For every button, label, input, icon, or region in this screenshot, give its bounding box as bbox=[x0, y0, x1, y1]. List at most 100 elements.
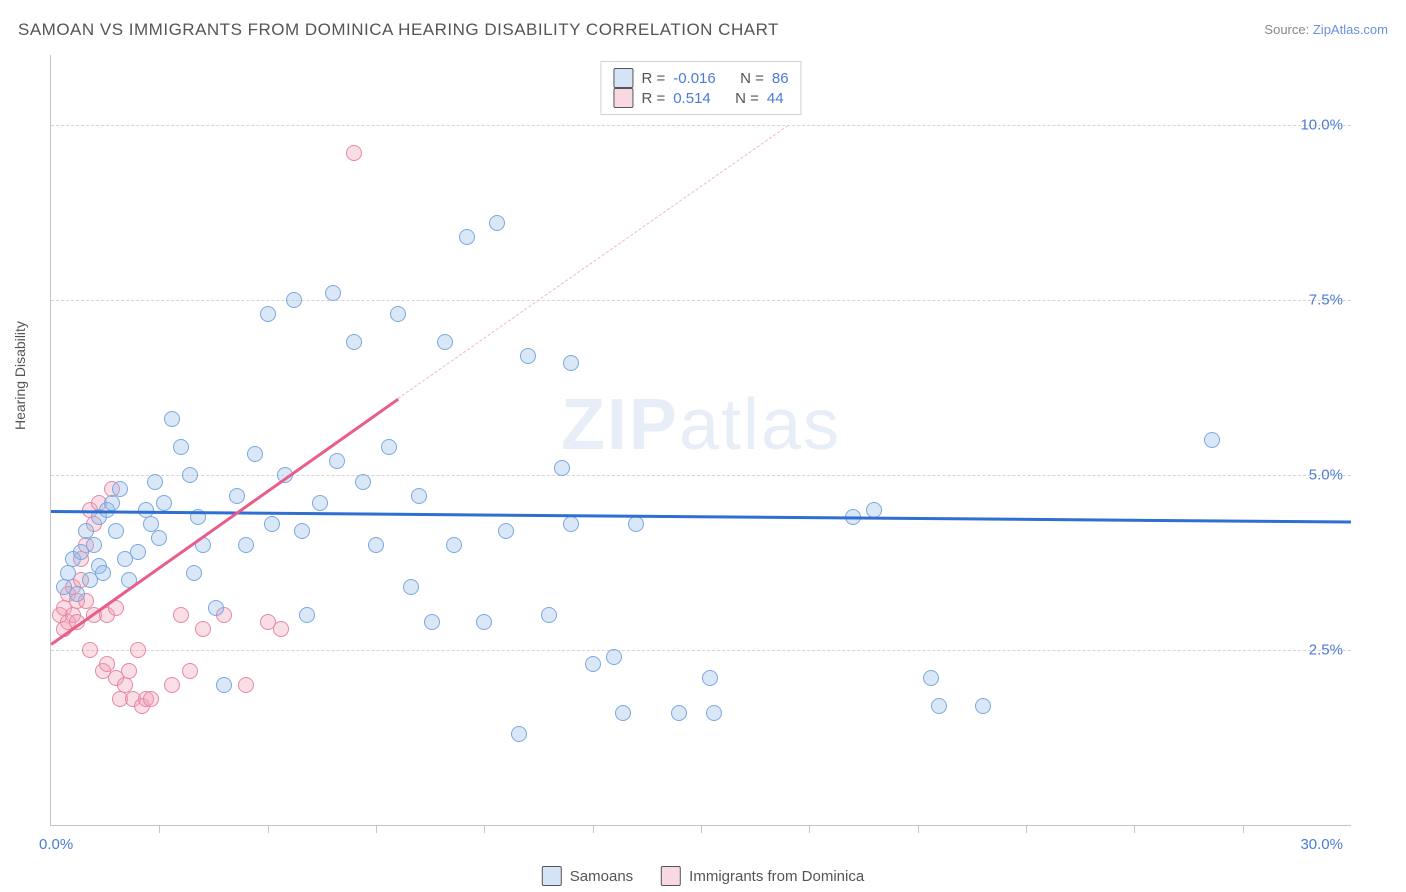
data-point bbox=[446, 537, 462, 553]
trend-line bbox=[51, 510, 1351, 523]
y-tick-label: 2.5% bbox=[1309, 642, 1343, 659]
data-point bbox=[173, 439, 189, 455]
legend-item-samoans: Samoans bbox=[542, 866, 633, 886]
x-axis-min-label: 0.0% bbox=[39, 836, 73, 853]
swatch-samoans-icon bbox=[542, 866, 562, 886]
y-tick-label: 7.5% bbox=[1309, 292, 1343, 309]
y-tick-label: 10.0% bbox=[1300, 117, 1343, 134]
data-point bbox=[238, 677, 254, 693]
data-point bbox=[151, 530, 167, 546]
data-point bbox=[615, 705, 631, 721]
data-point bbox=[702, 670, 718, 686]
data-point bbox=[121, 663, 137, 679]
data-point bbox=[112, 481, 128, 497]
data-point bbox=[346, 145, 362, 161]
data-point bbox=[355, 474, 371, 490]
swatch-dominica-icon bbox=[613, 88, 633, 108]
x-tick bbox=[918, 825, 919, 833]
data-point bbox=[459, 229, 475, 245]
data-point bbox=[294, 523, 310, 539]
swatch-dominica-icon bbox=[661, 866, 681, 886]
data-point bbox=[628, 516, 644, 532]
scatter-chart: ZIPatlas R = -0.016 N = 86 R = 0.514 N =… bbox=[50, 55, 1351, 826]
data-point bbox=[437, 334, 453, 350]
data-point bbox=[130, 544, 146, 560]
x-tick bbox=[1134, 825, 1135, 833]
x-axis-max-label: 30.0% bbox=[1300, 836, 1343, 853]
data-point bbox=[286, 292, 302, 308]
data-point bbox=[208, 600, 224, 616]
y-axis-label: Hearing Disability bbox=[12, 321, 28, 430]
data-point bbox=[563, 355, 579, 371]
data-point bbox=[164, 677, 180, 693]
data-point bbox=[182, 663, 198, 679]
x-tick bbox=[159, 825, 160, 833]
data-point bbox=[299, 607, 315, 623]
legend-row-samoans: R = -0.016 N = 86 bbox=[613, 68, 788, 88]
data-point bbox=[60, 565, 76, 581]
data-point bbox=[403, 579, 419, 595]
legend-row-dominica: R = 0.514 N = 44 bbox=[613, 88, 788, 108]
data-point bbox=[229, 488, 245, 504]
x-tick bbox=[268, 825, 269, 833]
x-tick bbox=[1026, 825, 1027, 833]
data-point bbox=[329, 453, 345, 469]
data-point bbox=[69, 586, 85, 602]
data-point bbox=[143, 691, 159, 707]
data-point bbox=[346, 334, 362, 350]
x-tick bbox=[593, 825, 594, 833]
trend-line bbox=[397, 125, 788, 399]
data-point bbox=[498, 523, 514, 539]
data-point bbox=[82, 642, 98, 658]
data-point bbox=[108, 523, 124, 539]
data-point bbox=[147, 474, 163, 490]
data-point bbox=[520, 348, 536, 364]
data-point bbox=[86, 537, 102, 553]
data-point bbox=[195, 621, 211, 637]
legend-correlation: R = -0.016 N = 86 R = 0.514 N = 44 bbox=[600, 61, 801, 115]
x-tick bbox=[376, 825, 377, 833]
data-point bbox=[1204, 432, 1220, 448]
x-tick bbox=[1243, 825, 1244, 833]
x-tick bbox=[809, 825, 810, 833]
data-point bbox=[312, 495, 328, 511]
gridline bbox=[51, 650, 1351, 651]
data-point bbox=[923, 670, 939, 686]
data-point bbox=[706, 705, 722, 721]
data-point bbox=[411, 488, 427, 504]
swatch-samoans-icon bbox=[613, 68, 633, 88]
data-point bbox=[554, 460, 570, 476]
x-tick bbox=[701, 825, 702, 833]
data-point bbox=[424, 614, 440, 630]
x-tick bbox=[484, 825, 485, 833]
data-point bbox=[671, 705, 687, 721]
legend-series: Samoans Immigrants from Dominica bbox=[542, 866, 864, 886]
data-point bbox=[541, 607, 557, 623]
data-point bbox=[606, 649, 622, 665]
source-label: Source: bbox=[1264, 22, 1309, 37]
data-point bbox=[173, 607, 189, 623]
data-point bbox=[368, 537, 384, 553]
gridline bbox=[51, 475, 1351, 476]
data-point bbox=[216, 677, 232, 693]
source-link[interactable]: ZipAtlas.com bbox=[1313, 22, 1388, 37]
data-point bbox=[164, 411, 180, 427]
data-point bbox=[476, 614, 492, 630]
data-point bbox=[247, 446, 263, 462]
data-point bbox=[489, 215, 505, 231]
data-point bbox=[186, 565, 202, 581]
data-point bbox=[325, 285, 341, 301]
gridline bbox=[51, 300, 1351, 301]
data-point bbox=[381, 439, 397, 455]
data-point bbox=[104, 495, 120, 511]
data-point bbox=[931, 698, 947, 714]
y-tick-label: 5.0% bbox=[1309, 467, 1343, 484]
data-point bbox=[156, 495, 172, 511]
data-point bbox=[238, 537, 254, 553]
data-point bbox=[390, 306, 406, 322]
data-point bbox=[563, 516, 579, 532]
data-point bbox=[95, 565, 111, 581]
data-point bbox=[182, 467, 198, 483]
data-point bbox=[511, 726, 527, 742]
watermark: ZIPatlas bbox=[561, 384, 841, 466]
